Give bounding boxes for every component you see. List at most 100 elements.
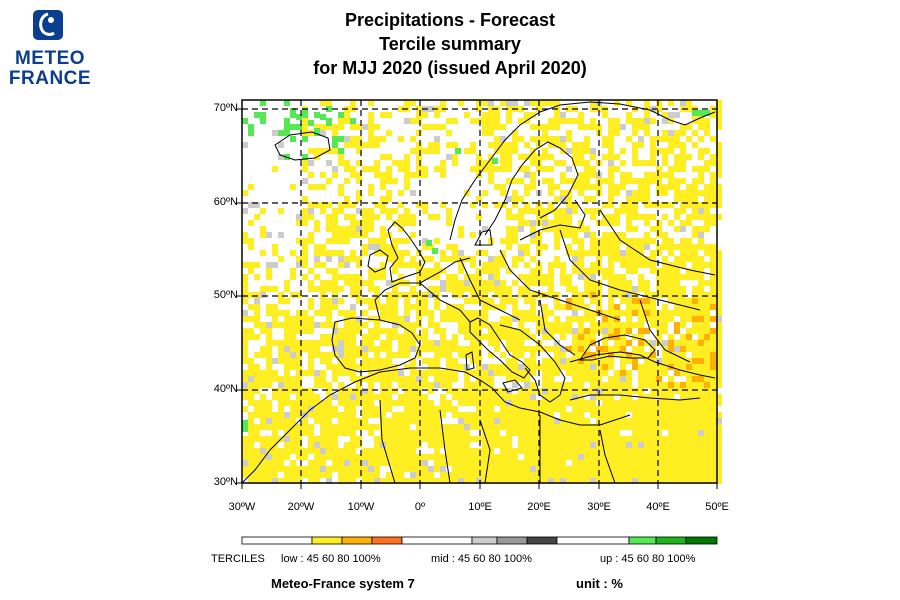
tercile-cell	[314, 256, 320, 262]
tercile-cell	[524, 280, 530, 286]
tercile-cell	[320, 124, 326, 130]
tercile-cell	[704, 448, 710, 454]
tercile-cell	[278, 394, 284, 400]
tercile-cell	[398, 448, 404, 454]
tercile-cell	[362, 310, 368, 316]
tercile-cell	[590, 322, 596, 328]
tercile-cell	[716, 430, 722, 436]
tercile-cell	[548, 262, 554, 268]
tercile-cell	[650, 292, 656, 298]
tercile-cell	[680, 340, 686, 346]
tercile-cell	[452, 316, 458, 322]
tercile-cell	[380, 424, 386, 430]
tercile-cell	[494, 124, 500, 130]
tercile-cell	[662, 340, 668, 346]
tercile-cell	[458, 316, 464, 322]
tercile-cell	[644, 286, 650, 292]
tercile-cell	[518, 250, 524, 256]
tercile-cell	[704, 130, 710, 136]
tercile-cell	[332, 406, 338, 412]
tercile-cell	[398, 166, 404, 172]
tercile-cell	[404, 178, 410, 184]
tercile-cell	[494, 436, 500, 442]
tercile-cell	[440, 256, 446, 262]
tercile-cell	[482, 448, 488, 454]
tercile-cell	[326, 442, 332, 448]
tercile-cell	[476, 328, 482, 334]
tercile-cell	[680, 352, 686, 358]
tercile-cell	[638, 316, 644, 322]
tercile-cell	[638, 214, 644, 220]
tercile-cell	[584, 334, 590, 340]
tercile-cell	[410, 442, 416, 448]
tercile-cell	[332, 460, 338, 466]
tercile-cell	[296, 352, 302, 358]
tercile-cell	[452, 160, 458, 166]
tercile-cell	[572, 364, 578, 370]
tercile-cell	[614, 274, 620, 280]
tercile-cell	[716, 256, 722, 262]
tercile-cell	[566, 472, 572, 478]
tercile-cell	[374, 466, 380, 472]
tercile-cell	[350, 304, 356, 310]
tercile-cell	[398, 334, 404, 340]
tercile-cell	[404, 454, 410, 460]
tercile-cell	[692, 232, 698, 238]
tercile-cell	[512, 394, 518, 400]
tercile-cell	[314, 322, 320, 328]
tercile-cell	[290, 136, 296, 142]
tercile-cell	[338, 226, 344, 232]
tercile-cell	[590, 154, 596, 160]
tercile-cell	[578, 124, 584, 130]
tercile-cell	[332, 130, 338, 136]
tercile-cell	[302, 256, 308, 262]
tercile-cell	[572, 154, 578, 160]
tercile-cell	[524, 436, 530, 442]
tercile-cell	[404, 238, 410, 244]
tercile-cell	[548, 328, 554, 334]
tercile-cell	[248, 304, 254, 310]
tercile-cell	[602, 202, 608, 208]
tercile-cell	[332, 442, 338, 448]
tercile-cell	[674, 478, 680, 484]
tercile-cell	[446, 220, 452, 226]
tercile-cell	[308, 370, 314, 376]
tercile-cell	[302, 178, 308, 184]
tercile-cell	[524, 310, 530, 316]
tercile-cell	[674, 430, 680, 436]
tercile-cell	[578, 184, 584, 190]
tercile-cell	[404, 460, 410, 466]
tercile-cell	[572, 316, 578, 322]
tercile-cell	[488, 322, 494, 328]
tercile-cell	[584, 388, 590, 394]
tercile-cell	[362, 466, 368, 472]
tercile-cell	[476, 388, 482, 394]
tercile-cell	[554, 364, 560, 370]
tercile-cell	[590, 286, 596, 292]
tercile-cell	[440, 310, 446, 316]
tercile-cell	[362, 364, 368, 370]
tercile-cell	[584, 454, 590, 460]
tercile-cell	[338, 370, 344, 376]
tercile-cell	[506, 316, 512, 322]
tercile-cell	[494, 202, 500, 208]
tercile-cell	[626, 136, 632, 142]
tercile-cell	[500, 238, 506, 244]
tercile-cell	[626, 424, 632, 430]
tercile-cell	[626, 226, 632, 232]
tercile-cell	[650, 310, 656, 316]
tercile-cell	[278, 448, 284, 454]
tercile-cell	[482, 160, 488, 166]
tercile-cell	[476, 358, 482, 364]
tercile-cell	[704, 124, 710, 130]
tercile-cell	[620, 388, 626, 394]
tercile-cell	[410, 412, 416, 418]
tercile-cell	[494, 280, 500, 286]
tercile-cell	[284, 454, 290, 460]
tercile-cell	[650, 388, 656, 394]
tercile-cell	[578, 448, 584, 454]
tercile-cell	[302, 466, 308, 472]
tercile-cell	[368, 424, 374, 430]
tercile-cell	[458, 268, 464, 274]
tercile-cell	[374, 292, 380, 298]
